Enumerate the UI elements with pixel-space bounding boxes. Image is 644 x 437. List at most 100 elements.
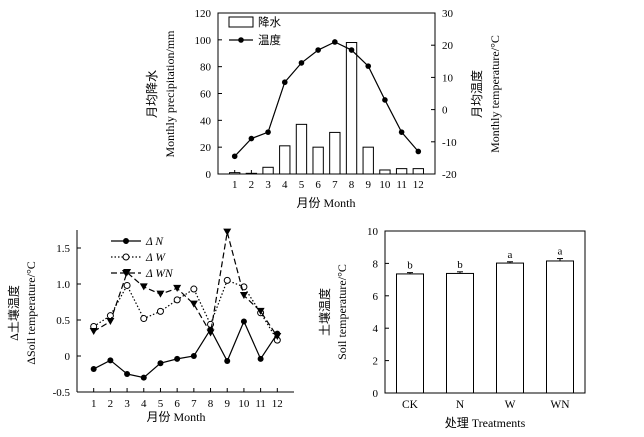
chart2-point-wn [223, 228, 232, 236]
chart2-y-label-en: ΔSoil temperature/°C [24, 261, 38, 365]
chart3-bar [546, 260, 574, 394]
chart2-x-tick-label: 7 [191, 398, 197, 410]
chart2-x-tick-label: 4 [141, 398, 147, 410]
chart1-precip-bar [395, 168, 408, 175]
chart2-x-tick-label: 6 [174, 398, 180, 410]
chart2-series-line-1 [93, 279, 278, 341]
chart1-temperature-point [348, 47, 355, 53]
chart1-y-tick-label: 40 [200, 115, 212, 127]
chart1-x-tick-label: 11 [396, 179, 407, 191]
chart2-point-wn [239, 292, 248, 300]
chart3-x-tick-label: W [505, 399, 516, 411]
chart1-x-tick-label: 5 [299, 179, 305, 191]
chart3-significance-label: b [457, 259, 463, 271]
chart2-point-n [190, 353, 197, 359]
chart2-point-w [207, 320, 215, 328]
chart3-y-tick-label: 8 [373, 258, 379, 270]
chart2-point-n [90, 365, 97, 372]
chart1-temperature-point [248, 135, 255, 142]
chart1-temperature-point [415, 148, 422, 155]
chart3-bar [396, 273, 424, 394]
chart2-legend: Δ N Δ W Δ WN [111, 236, 174, 280]
chart2-point-n [240, 318, 247, 325]
chart2-x-tick-label: 1 [91, 398, 97, 410]
chart3-y-tick-label: 0 [373, 388, 379, 400]
chart2-y-tick-label: 0.5 [56, 315, 70, 327]
chart1-x-tick-label: 7 [332, 179, 338, 191]
chart3-y-tick-label: 10 [367, 226, 379, 238]
chart3-significance-label: a [508, 249, 513, 261]
chart1-y-tick-label: 120 [195, 8, 212, 20]
chart2-y-tick-label: -0.5 [53, 387, 71, 399]
chart2-point-w [140, 315, 148, 323]
chart2-point-n [224, 358, 231, 365]
chart1-y2-tick-label: 10 [442, 72, 454, 84]
chart2-x-tick-label: 5 [158, 398, 164, 410]
chart1-precip-bar [362, 146, 374, 175]
chart3-x-tick-label: CK [402, 399, 419, 411]
chart3-significance-label: a [558, 246, 563, 258]
chart2-y-label-zh: Δ土壤温度 [6, 285, 21, 341]
chart1-legend: 降水 温度 [228, 15, 281, 47]
chart1-precip-bar [312, 146, 324, 175]
chart2-point-wn [89, 328, 98, 336]
chart2-point-wn [156, 290, 165, 298]
chart3-y-label-en: Soil temperature/°C [335, 264, 349, 360]
chart2-y-tick-label: 1.5 [56, 243, 70, 255]
chart2-point-n [140, 374, 147, 381]
chart1-temperature-point [315, 47, 321, 53]
chart2-point-w [223, 276, 231, 284]
chart1-precip-bar [329, 131, 341, 175]
chart1-precip-bar [262, 166, 274, 175]
chart1-y-label-zh: 月均降水 [145, 70, 159, 118]
chart1-legend-bar-swatch [228, 16, 254, 28]
chart3-bar [496, 262, 524, 394]
chart1-y-tick-label: 20 [200, 142, 212, 154]
chart1-precip-bar [295, 123, 308, 175]
chart1-temperature-line [231, 39, 422, 160]
chart2-point-wn [256, 307, 265, 315]
chart3-x-tick-label: N [456, 399, 465, 411]
chart3-significance-label: b [407, 260, 413, 272]
chart1-y2-tick-label: 20 [442, 40, 454, 52]
chart2-series-line-0 [93, 319, 278, 379]
chart1-x-label: 月份 Month [296, 196, 355, 210]
chart2-legend-label-n: Δ N [145, 236, 164, 248]
chart1-y2-label-zh: 月均温度 [469, 70, 484, 118]
chart1-y2-tick-label: -20 [442, 169, 457, 181]
chart2-x-tick-label: 3 [124, 398, 130, 410]
chart2-point-n [107, 357, 114, 364]
chart1-plot-frame [217, 12, 436, 175]
chart1-temperature-point [231, 153, 238, 160]
chart1-precip-bar [412, 168, 424, 175]
chart1-temperature-point [332, 39, 338, 45]
chart1-x-tick-label: 8 [349, 179, 355, 191]
chart1-temperature-point [298, 60, 305, 66]
chart2-point-w [173, 296, 181, 304]
chart2-point-wn [189, 300, 198, 308]
chart2-point-n [174, 355, 181, 362]
chart1-x-tick-label: 4 [282, 179, 288, 191]
soil-temperature-treatment-chart: 0 2 4 6 8 10 CK N W WN b b a a 处理 Treatments 土壤温度 So… [317, 226, 586, 430]
chart2-x-tick-label: 11 [255, 398, 266, 410]
chart1-precipitation-bars [229, 42, 424, 175]
chart1-x-tick-label: 12 [413, 179, 424, 191]
chart2-point-wn [273, 333, 282, 341]
chart3-y-tick-label: 6 [373, 291, 379, 303]
chart3-plot-frame [384, 230, 586, 394]
chart2-legend-marker-w [122, 253, 130, 261]
chart3-x-label: 处理 Treatments [445, 416, 526, 430]
chart1-x-tick-label: 1 [232, 179, 238, 191]
chart1-y-tick-label: 60 [200, 89, 212, 101]
chart3-x-tick-label: WN [550, 399, 570, 411]
chart1-precip-bar [379, 169, 391, 175]
chart2-x-label: 月份 Month [146, 410, 205, 424]
chart3-bars: b b a a [396, 246, 574, 394]
chart2-x-tick-label: 8 [208, 398, 214, 410]
chart3-bar [446, 272, 474, 394]
chart2-point-wn [139, 283, 148, 291]
chart1-y2-label-en: Monthly temperature/°C [488, 35, 502, 153]
chart3-y-tick-label: 2 [373, 356, 379, 368]
chart1-x-tick-label: 3 [265, 179, 271, 191]
